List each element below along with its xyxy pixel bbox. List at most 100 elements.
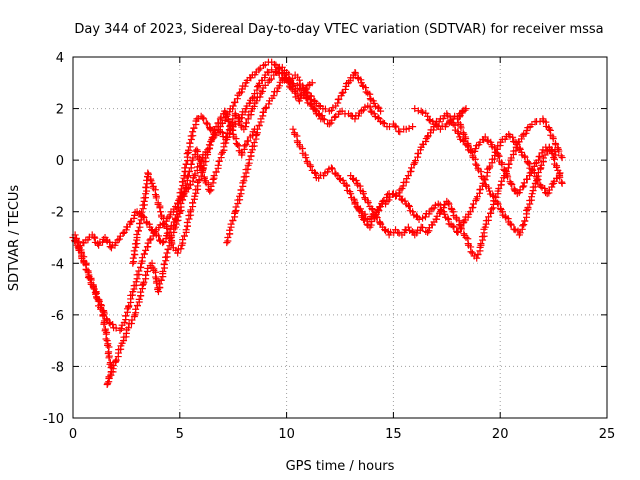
y-tick-label: 2 — [56, 103, 64, 118]
data-point — [520, 221, 528, 229]
data-point — [507, 179, 515, 187]
data-point — [297, 94, 305, 102]
data-point — [374, 114, 382, 122]
data-point — [129, 254, 137, 262]
data-point — [364, 199, 372, 207]
series-track-d — [129, 107, 259, 267]
data-point — [137, 288, 145, 296]
data-point — [381, 226, 389, 234]
data-point — [152, 194, 160, 202]
data-point — [114, 236, 122, 244]
data-point — [504, 173, 512, 181]
data-point — [176, 208, 184, 216]
data-point — [457, 124, 465, 132]
data-point — [411, 105, 419, 113]
data-point — [174, 249, 182, 257]
plot-frame — [72, 56, 608, 419]
data-point — [154, 200, 162, 208]
data-point — [487, 209, 495, 217]
data-point — [359, 190, 367, 198]
data-point — [349, 174, 357, 182]
data-point — [307, 163, 315, 171]
y-tick-label: -4 — [51, 257, 64, 272]
data-point — [241, 82, 249, 90]
data-point — [177, 245, 185, 253]
x-tick-label: 20 — [492, 427, 509, 442]
data-point — [328, 165, 336, 173]
data-point — [419, 224, 427, 232]
data-point — [541, 184, 549, 192]
data-point — [172, 223, 180, 231]
data-point — [528, 193, 536, 201]
data-point — [415, 215, 423, 223]
data-point — [394, 228, 402, 236]
data-point — [185, 146, 193, 154]
data-point — [140, 250, 148, 258]
data-point — [556, 169, 564, 177]
data-point — [148, 263, 156, 271]
data-point — [168, 240, 176, 248]
data-point — [120, 319, 128, 327]
data-point — [157, 208, 165, 216]
data-point — [223, 239, 231, 247]
data-point — [351, 115, 359, 123]
data-point — [244, 115, 252, 123]
data-point — [109, 320, 117, 328]
data-point — [405, 124, 413, 132]
data-point — [73, 241, 81, 249]
data-point — [248, 94, 256, 102]
data-point — [236, 117, 244, 125]
data-point — [405, 201, 413, 209]
data-point — [183, 173, 191, 181]
data-point — [516, 145, 524, 153]
data-point — [473, 254, 481, 262]
data-point — [232, 203, 240, 211]
data-point — [548, 150, 556, 158]
data-point — [151, 191, 159, 199]
data-point — [302, 154, 310, 162]
x-tick-label: 25 — [599, 427, 616, 442]
data-point — [122, 312, 130, 320]
data-point — [257, 89, 265, 97]
data-point — [366, 103, 374, 111]
data-point — [467, 248, 475, 256]
data-point — [191, 192, 199, 200]
data-point — [142, 183, 150, 191]
data-point — [135, 295, 143, 303]
data-point — [507, 221, 515, 229]
data-point — [159, 239, 167, 247]
data-point — [540, 154, 548, 162]
data-point — [352, 69, 360, 77]
data-point — [229, 102, 237, 110]
data-point — [148, 179, 156, 187]
data-point — [202, 119, 210, 127]
data-point — [164, 245, 172, 253]
data-point — [509, 133, 517, 141]
data-point — [134, 227, 142, 235]
data-point — [206, 187, 214, 195]
data-point — [445, 200, 453, 208]
data-point — [258, 87, 266, 95]
data-point — [424, 112, 432, 120]
data-point — [472, 160, 480, 168]
data-point — [224, 234, 232, 241]
data-point — [265, 100, 273, 108]
data-point — [428, 221, 436, 229]
chart-title: Day 344 of 2023, Sidereal Day-to-day VTE… — [74, 22, 603, 37]
data-point — [424, 228, 432, 236]
data-point — [229, 216, 237, 224]
data-point — [479, 179, 487, 187]
data-point — [353, 203, 361, 211]
data-point — [321, 105, 329, 113]
data-point — [273, 87, 281, 95]
data-point — [242, 141, 250, 149]
data-point — [106, 360, 114, 368]
data-point — [256, 93, 264, 101]
data-point — [312, 107, 320, 115]
data-point — [483, 136, 491, 144]
data-point — [214, 161, 222, 169]
data-point — [485, 184, 493, 192]
data-point — [385, 123, 393, 131]
data-point — [86, 275, 94, 283]
data-point — [180, 232, 188, 240]
